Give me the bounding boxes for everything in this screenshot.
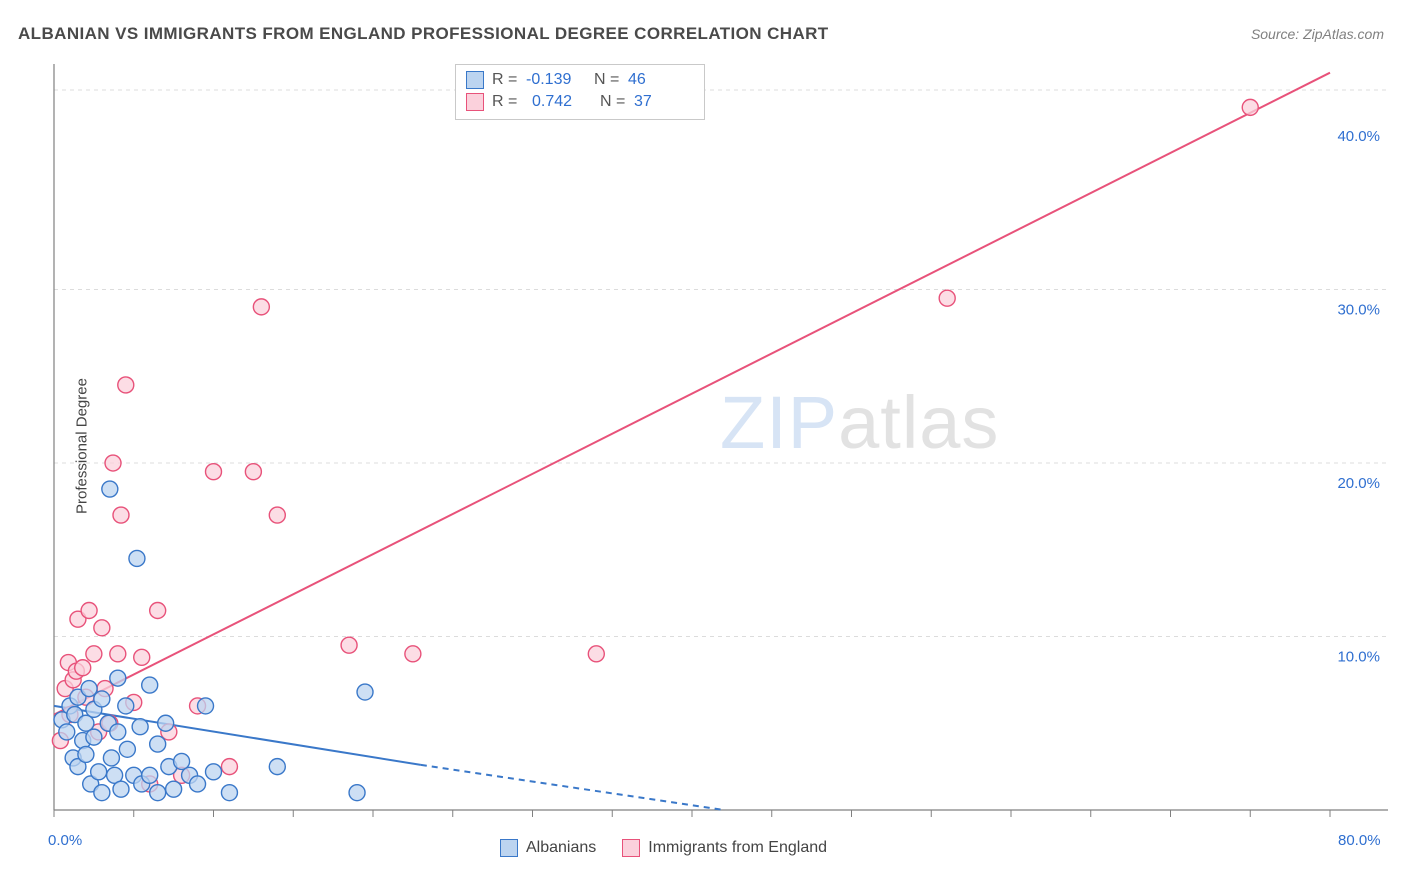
scatter-plot: 10.0% 20.0% 30.0% 40.0% xyxy=(50,62,1388,824)
n-label: N = xyxy=(594,71,620,89)
swatch-pink xyxy=(622,839,640,857)
chart-title: ALBANIAN VS IMMIGRANTS FROM ENGLAND PROF… xyxy=(18,24,829,44)
series-legend: Albanians Immigrants from England xyxy=(500,839,827,857)
x-axis-min-label: 0.0% xyxy=(48,832,82,849)
svg-text:20.0%: 20.0% xyxy=(1337,475,1380,492)
correlation-row-blue: R = -0.139 N = 46 xyxy=(466,69,694,91)
swatch-pink xyxy=(466,93,484,111)
n-value-blue: 46 xyxy=(628,71,688,89)
correlation-legend: R = -0.139 N = 46 R = 0.742 N = 37 xyxy=(455,64,705,120)
r-label: R = xyxy=(492,93,518,111)
x-axis-max-label: 80.0% xyxy=(1338,832,1381,849)
n-value-pink: 37 xyxy=(634,93,694,111)
source-attribution: Source: ZipAtlas.com xyxy=(1251,26,1384,42)
legend-item-pink: Immigrants from England xyxy=(622,839,827,857)
r-value-blue: -0.139 xyxy=(526,71,586,89)
correlation-row-pink: R = 0.742 N = 37 xyxy=(466,91,694,113)
r-value-pink: 0.742 xyxy=(526,93,592,111)
n-label: N = xyxy=(600,93,626,111)
legend-label-pink: Immigrants from England xyxy=(648,839,827,857)
legend-label-blue: Albanians xyxy=(526,839,596,857)
r-label: R = xyxy=(492,71,518,89)
svg-text:10.0%: 10.0% xyxy=(1337,649,1380,666)
legend-item-blue: Albanians xyxy=(500,839,596,857)
swatch-blue xyxy=(500,839,518,857)
svg-text:30.0%: 30.0% xyxy=(1337,302,1380,319)
chart-frame: ALBANIAN VS IMMIGRANTS FROM ENGLAND PROF… xyxy=(0,0,1406,892)
swatch-blue xyxy=(466,71,484,89)
svg-text:40.0%: 40.0% xyxy=(1337,128,1380,145)
